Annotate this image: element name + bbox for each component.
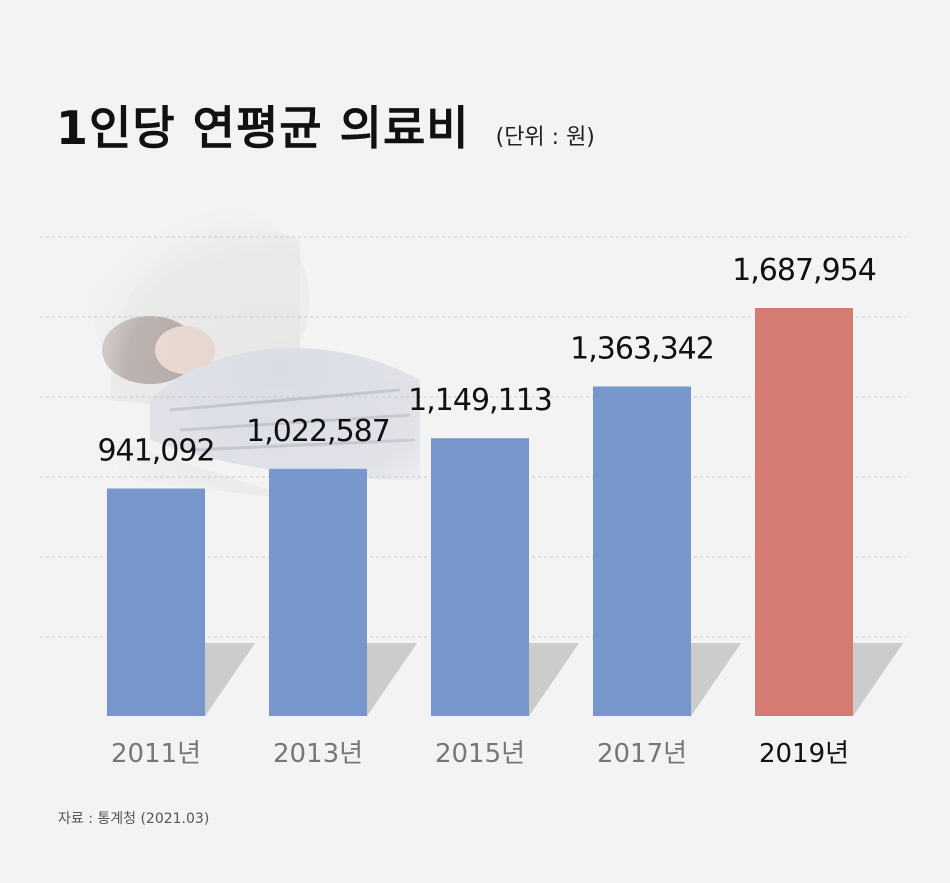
bar-shadows: [205, 643, 903, 716]
bar-2017년: [593, 386, 691, 716]
bar-shadow-top-2: [367, 643, 417, 716]
unit-label: (단위 : 원): [495, 125, 595, 150]
category-label-3: 2015년: [435, 739, 525, 769]
value-label-1: 941,092: [97, 434, 214, 469]
bar-shadow-top-4: [691, 643, 741, 716]
bars: [107, 308, 853, 716]
value-label-2: 1,022,587: [246, 414, 390, 449]
bar-shadow-top-3: [529, 643, 579, 716]
chart-title: 1인당 연평균 의료비: [56, 101, 470, 155]
value-label-3: 1,149,113: [408, 383, 552, 418]
bar-2013년: [269, 468, 367, 716]
category-label-2: 2013년: [273, 739, 363, 769]
bar-shadow-top-5: [853, 643, 903, 716]
category-label-1: 2011년: [111, 739, 201, 769]
bar-2015년: [431, 438, 529, 716]
chart-header: 1인당 연평균 의료비 (단위 : 원): [56, 92, 595, 158]
bar-2019년: [755, 308, 853, 716]
value-label-4: 1,363,342: [570, 331, 714, 366]
category-label-4: 2017년: [597, 739, 687, 769]
category-label-5: 2019년: [759, 739, 849, 769]
bar-shadow-top-1: [205, 643, 255, 716]
value-label-5: 1,687,954: [732, 253, 876, 288]
bar-2011년: [107, 488, 205, 716]
value-labels: 941,092 1,022,587 1,149,113 1,363,342 1,687,…: [97, 253, 876, 469]
category-labels: 2011년 2013년 2015년 2017년 2019년: [111, 739, 849, 769]
source-note: 자료 : 통계청 (2021.03): [58, 811, 210, 827]
